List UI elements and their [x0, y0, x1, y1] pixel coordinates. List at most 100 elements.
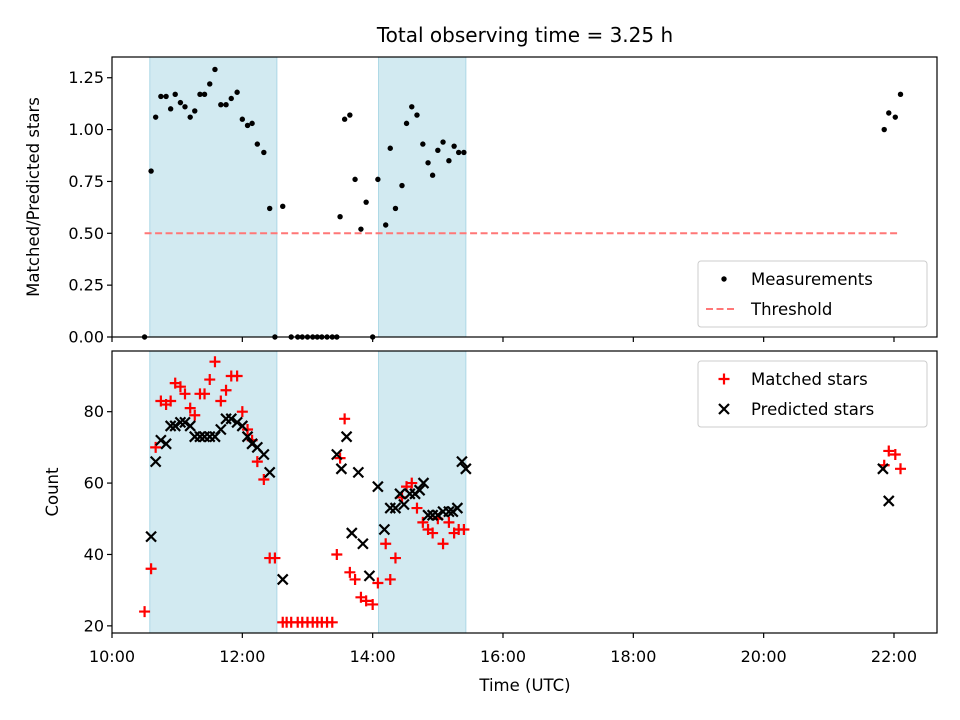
y-tick-label: 60 — [84, 474, 104, 493]
matched-stars-point — [372, 577, 384, 589]
legend-label: Measurements — [751, 270, 873, 289]
measurement-point — [148, 168, 154, 174]
measurement-point — [280, 203, 286, 210]
legend-label: Threshold — [750, 300, 832, 319]
y-tick-label: 40 — [84, 545, 104, 564]
measurement-point — [254, 141, 261, 147]
predicted-stars-point — [231, 416, 243, 429]
measurement-point — [341, 116, 348, 122]
predicted-stars-point — [422, 509, 434, 521]
measurement-point — [352, 176, 358, 183]
measurement-point — [223, 102, 229, 108]
x-tick-label: 22:00 — [871, 647, 917, 666]
matched-stars-point — [406, 477, 418, 489]
measurement-point — [197, 91, 203, 98]
predicted-stars-point — [346, 527, 358, 539]
predicted-stars-point — [456, 455, 468, 468]
predicted-stars-point — [155, 434, 167, 447]
matched-stars-point — [389, 552, 401, 564]
legend-label: Matched stars — [751, 370, 868, 389]
matched-stars-point — [251, 456, 263, 468]
measurement-point — [363, 199, 369, 205]
matched-stars-point — [889, 449, 901, 461]
y-tick-label: 1.00 — [68, 120, 104, 139]
measurement-point — [414, 112, 420, 118]
predicted-stars-point — [398, 498, 410, 511]
measurement-point — [440, 139, 446, 145]
matched-stars-point — [349, 573, 361, 585]
measurement-point — [399, 182, 405, 189]
x-tick-label: 10:00 — [89, 647, 135, 666]
matched-stars-point — [437, 538, 449, 550]
legend-label: Predicted stars — [751, 400, 874, 419]
y-tick-label: 0.50 — [68, 224, 104, 243]
predicted-stars-point — [413, 484, 426, 496]
shaded-interval — [149, 56, 278, 338]
measurement-point — [409, 104, 415, 110]
matched-stars-point — [189, 409, 201, 421]
predicted-stars-point — [443, 505, 455, 518]
x-tick-label: 16:00 — [480, 647, 526, 666]
measurement-point — [201, 91, 208, 98]
predicted-stars-point — [246, 438, 258, 450]
matched-stars-point — [139, 606, 151, 618]
measurement-point — [192, 108, 198, 114]
bottom-panel-count: 20 40 60 80 10:00 12:00 14:00 16:00 18:00 20:00 22… — [43, 350, 938, 666]
measurement-point — [881, 126, 887, 133]
measurement-point — [892, 114, 898, 120]
measurement-point — [249, 120, 255, 127]
measurement-point — [425, 160, 431, 166]
predicted-stars-point — [363, 570, 376, 582]
x-axis-label: Time (UTC) — [478, 676, 570, 695]
y-axis-label: Matched/Predicted stars — [24, 97, 43, 297]
matched-stars-point — [204, 374, 216, 386]
measurement-point — [228, 95, 234, 102]
matched-stars-point — [339, 413, 351, 425]
predicted-stars-point — [179, 416, 191, 429]
matched-stars-point — [331, 548, 343, 560]
measurement-point — [429, 172, 436, 178]
y-tick-label: 20 — [84, 616, 104, 635]
measurement-point — [207, 81, 213, 87]
predicted-stars-point — [357, 537, 369, 550]
legend: Measurements Threshold — [697, 260, 928, 328]
matched-stars-point — [326, 616, 338, 628]
shaded-interval — [149, 350, 278, 634]
predicted-stars-point — [378, 523, 391, 536]
predicted-stars-point — [372, 480, 384, 493]
predicted-stars-point — [215, 423, 227, 436]
measurement-point — [461, 149, 467, 156]
measurement-point — [172, 91, 178, 98]
x-tick-label: 14:00 — [350, 647, 396, 666]
predicted-stars-point — [276, 573, 289, 586]
y-tick-label: 0.00 — [68, 328, 104, 347]
matched-stars-point — [895, 463, 907, 475]
predicted-stars-point — [169, 420, 181, 432]
matched-stars-point — [458, 523, 470, 535]
legend-dot-marker — [721, 276, 727, 282]
predicted-stars-point — [160, 438, 172, 450]
predicted-stars-point — [258, 448, 270, 461]
matched-stars-point — [417, 516, 429, 528]
matched-stars-point — [380, 538, 392, 550]
matched-stars-point — [427, 527, 439, 539]
measurement-point — [177, 99, 184, 106]
measurement-point — [261, 149, 267, 156]
predicted-stars-point — [331, 448, 343, 461]
matched-stars-point — [184, 402, 196, 414]
measurement-point — [387, 145, 393, 151]
predicted-stars-point — [241, 430, 254, 443]
matched-stars-point — [344, 566, 356, 578]
measurement-point — [244, 122, 251, 129]
top-panel-ratio: 0.00 0.25 0.50 0.75 1.00 1.25 Matched/Predicte… — [24, 56, 938, 347]
legend: Matched stars Predicted stars — [697, 360, 928, 428]
matched-stars-point — [236, 406, 248, 418]
matched-stars-point — [199, 388, 211, 400]
measurement-point — [897, 91, 904, 98]
y-tick-label: 80 — [84, 402, 104, 421]
predicted-stars-point — [164, 420, 177, 432]
predicted-stars-point — [184, 420, 196, 432]
predicted-stars-point — [194, 430, 206, 443]
measurement-point — [403, 120, 410, 127]
legend-box — [697, 260, 928, 328]
